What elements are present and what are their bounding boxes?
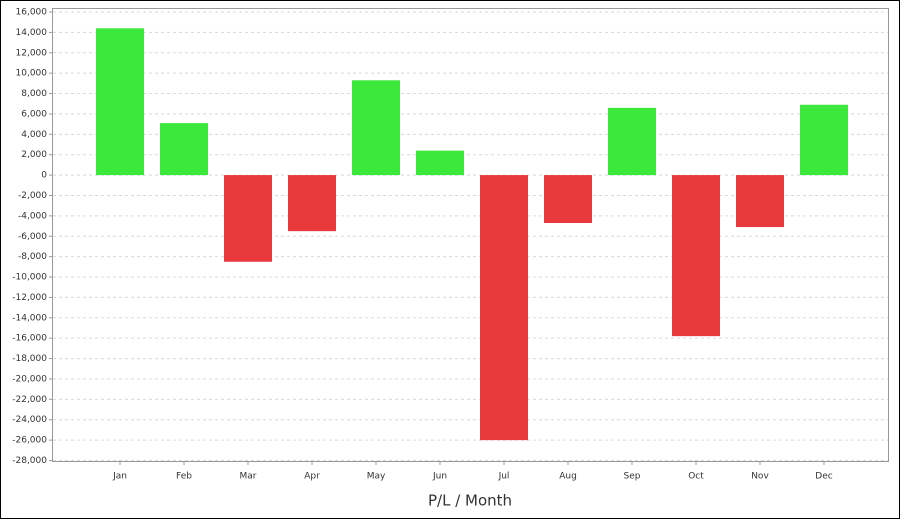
- y-tick-label: 2,000: [21, 150, 47, 160]
- x-tick-label: Mar: [240, 472, 257, 482]
- y-tick-label: 4,000: [21, 130, 47, 140]
- y-tick-label: -14,000: [12, 313, 47, 323]
- bar: [96, 28, 144, 176]
- y-tick-label: -28,000: [12, 456, 47, 466]
- x-tick-label: May: [367, 472, 386, 482]
- x-tick-label: Aug: [559, 472, 577, 482]
- y-tick-label: 8,000: [21, 89, 47, 99]
- bar: [608, 107, 656, 176]
- y-tick-label: -22,000: [12, 395, 47, 405]
- bar: [736, 175, 784, 228]
- y-tick-label: 10,000: [16, 69, 48, 79]
- y-tick-label: -6,000: [18, 232, 47, 242]
- x-tick-label: Jan: [112, 472, 127, 482]
- y-tick-label: -8,000: [18, 252, 47, 262]
- y-tick-label: 14,000: [16, 28, 48, 38]
- bar: [224, 175, 272, 262]
- y-tick-label: -18,000: [12, 354, 47, 364]
- x-tick-label: Feb: [176, 472, 192, 482]
- x-tick-label: Apr: [304, 472, 320, 482]
- bar: [544, 175, 592, 223]
- x-tick-label: Dec: [815, 472, 832, 482]
- bar: [480, 175, 528, 441]
- bar: [800, 104, 848, 176]
- y-tick-label: 6,000: [21, 109, 47, 119]
- y-tick-label: 12,000: [16, 48, 48, 58]
- y-tick-label: -12,000: [12, 293, 47, 303]
- x-tick-label: Nov: [751, 472, 769, 482]
- bar: [416, 150, 464, 176]
- y-tick-label: -24,000: [12, 415, 47, 425]
- bar: [352, 80, 400, 176]
- x-tick-label: Jul: [498, 472, 510, 482]
- y-tick-label: -4,000: [18, 211, 47, 221]
- x-tick-label: Oct: [688, 472, 704, 482]
- y-tick-label: -20,000: [12, 374, 47, 384]
- x-tick-label: Sep: [624, 472, 641, 482]
- y-tick-label: -16,000: [12, 334, 47, 344]
- x-axis-title: P/L / Month: [428, 492, 512, 510]
- bar: [288, 175, 336, 232]
- bar: [160, 123, 208, 176]
- y-tick-label: 0: [41, 171, 47, 181]
- y-tick-label: 16,000: [16, 8, 48, 18]
- bar: [672, 175, 720, 337]
- y-tick-label: -2,000: [18, 191, 47, 201]
- y-tick-label: -26,000: [12, 436, 47, 446]
- y-tick-label: -10,000: [12, 273, 47, 283]
- plot-area: [52, 8, 889, 462]
- x-tick-label: Jun: [432, 472, 447, 482]
